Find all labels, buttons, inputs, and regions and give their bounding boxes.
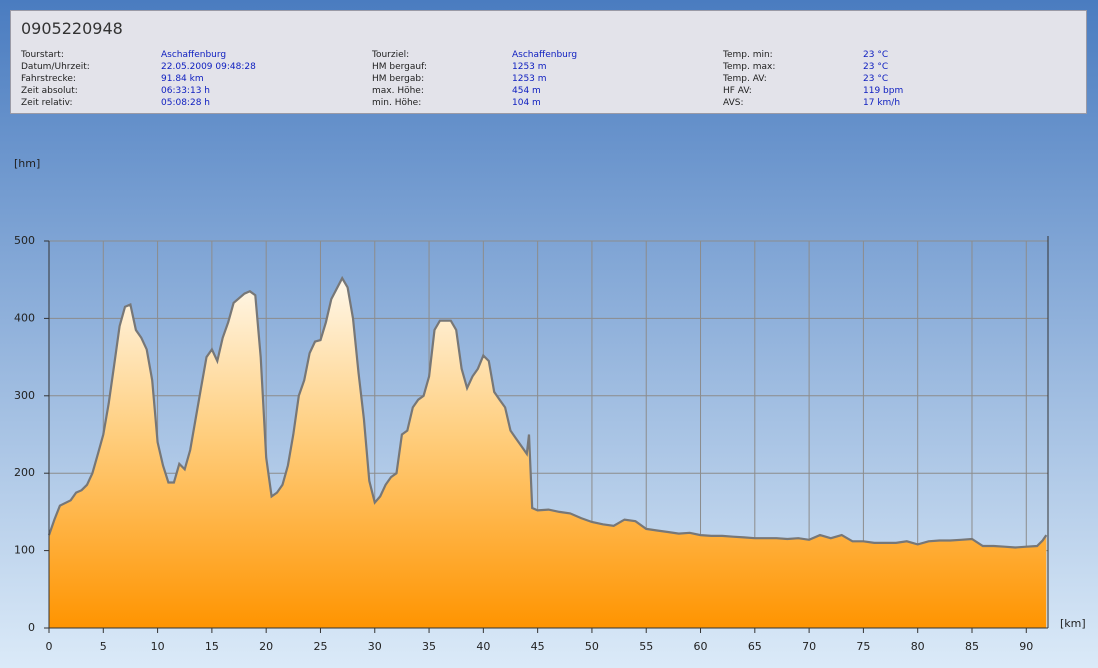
x-tick-label: 5: [100, 640, 107, 653]
info-label: HF AV:: [723, 86, 752, 96]
y-tick-label: 300: [14, 389, 35, 402]
x-axis-label: [km]: [1060, 617, 1086, 630]
info-label: Zeit absolut:: [21, 86, 78, 96]
x-tick-label: 0: [46, 640, 53, 653]
x-tick-label: 60: [694, 640, 708, 653]
info-label: HM bergab:: [372, 74, 425, 84]
x-tick-label: 25: [313, 640, 327, 653]
y-tick-label: 500: [14, 234, 35, 247]
x-tick-label: 55: [639, 640, 653, 653]
info-value: 22.05.2009 09:48:28: [161, 62, 256, 72]
x-tick-label: 45: [531, 640, 545, 653]
info-value: 1253 m: [512, 74, 547, 84]
info-label: Temp. max:: [723, 62, 776, 72]
info-label: HM bergauf:: [372, 62, 427, 72]
info-value: Aschaffenburg: [512, 50, 578, 60]
x-tick-label: 80: [911, 640, 925, 653]
info-value: 104 m: [512, 98, 541, 108]
info-label: Temp. min:: [723, 50, 773, 60]
x-tick-label: 20: [259, 640, 273, 653]
info-value: 23 °C: [863, 50, 889, 60]
x-tick-label: 90: [1019, 640, 1033, 653]
info-value: 23 °C: [863, 74, 889, 84]
info-value: 17 km/h: [863, 98, 901, 108]
info-label: min. Höhe:: [372, 98, 422, 108]
info-value: 454 m: [512, 86, 541, 96]
info-label: max. Höhe:: [372, 86, 424, 96]
y-axis-label: [hm]: [14, 157, 40, 170]
x-tick-label: 40: [476, 640, 490, 653]
x-tick-label: 35: [422, 640, 436, 653]
x-tick-label: 15: [205, 640, 219, 653]
x-tick-label: 65: [748, 640, 762, 653]
x-tick-label: 50: [585, 640, 599, 653]
info-label: Fahrstrecke:: [21, 74, 76, 84]
area-fill: [49, 278, 1047, 628]
x-tick-label: 70: [802, 640, 816, 653]
info-label: Zeit relativ:: [21, 98, 73, 108]
y-tick-label: 400: [14, 311, 35, 324]
info-label: Tourstart:: [21, 50, 64, 60]
info-value: 119 bpm: [863, 86, 904, 96]
y-tick-label: 100: [14, 544, 35, 557]
info-label: Tourziel:: [372, 50, 410, 60]
info-label: AVS:: [723, 98, 744, 108]
info-value: 1253 m: [512, 62, 547, 72]
info-value: 06:33:13 h: [161, 86, 210, 96]
elevation-line: [47, 275, 1048, 549]
info-panel: 0905220948 Tourstart: Aschaffenburg Datum/…: [10, 10, 1087, 114]
tour-title: 0905220948: [21, 19, 123, 38]
info-value: 91.84 km: [161, 74, 204, 84]
info-value: 23 °C: [863, 62, 889, 72]
info-value: Aschaffenburg: [161, 50, 227, 60]
x-tick-label: 10: [151, 640, 165, 653]
info-value: 05:08:28 h: [161, 98, 210, 108]
info-label: Datum/Uhrzeit:: [21, 62, 90, 72]
y-tick-label: 200: [14, 466, 35, 479]
x-tick-label: 30: [368, 640, 382, 653]
x-tick-label: 75: [856, 640, 870, 653]
y-tick-label: 0: [28, 621, 35, 634]
info-label: Temp. AV:: [723, 74, 767, 84]
x-tick-label: 85: [965, 640, 979, 653]
